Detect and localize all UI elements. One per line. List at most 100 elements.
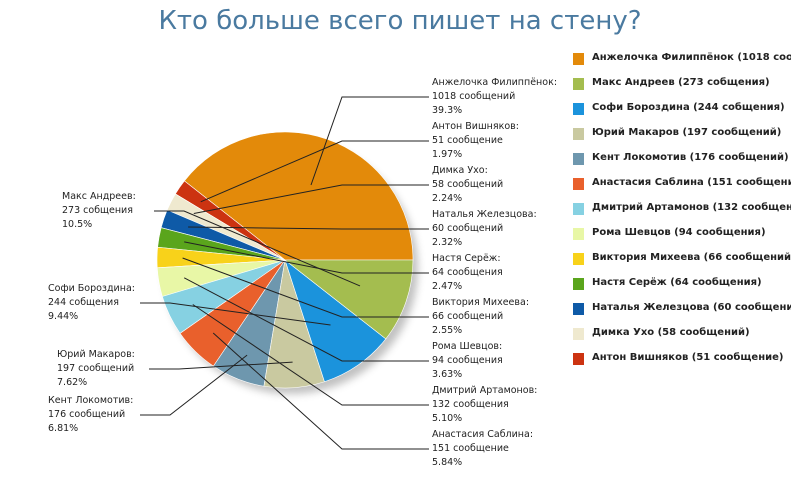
- chart-title: Кто больше всего пишет на стену?: [158, 6, 642, 36]
- callout-name: Рома Шевцов:: [432, 341, 503, 352]
- callout-count: 58 сообщений: [432, 179, 504, 190]
- callout-дмитрий-артамонов: Дмитрий Артамонов: 132 сообщения 5.10%: [432, 384, 537, 426]
- callout-анжелочка-филиппёнок: Анжелочка Филиппёнок: 1018 сообщений 39.3%: [432, 76, 557, 118]
- legend-label: Антон Вишняков (51 сообщение): [592, 352, 784, 363]
- legend-swatch: [573, 128, 584, 140]
- leader-line-виктория-михеева: [182, 257, 429, 318]
- callout-leaders: [140, 96, 429, 450]
- leader-line-анжелочка-филиппёнок: [310, 96, 429, 186]
- legend-swatch: [573, 53, 584, 65]
- legend-swatch: [573, 303, 584, 315]
- callout-count: 66 сообщений: [432, 311, 504, 322]
- leader-line-софи-бороздина: [140, 302, 331, 326]
- legend-item-юрий-макаров: Юрий Макаров (197 сообщений): [567, 125, 791, 145]
- legend-label: Кент Локомотив (176 сообщений): [592, 152, 789, 163]
- legend-item-наталья-железцова: Наталья Железцова (60 сообщений): [567, 300, 791, 320]
- callout-percent: 2.24%: [432, 193, 463, 204]
- pie-slice-макс-андреев: [284, 259, 414, 340]
- legend-swatch: [573, 153, 584, 165]
- legend-label: Наталья Железцова (60 сообщений): [592, 302, 791, 313]
- legend-item-антон-вишняков: Антон Вишняков (51 сообщение): [567, 350, 791, 370]
- legend-item-анастасия-саблина: Анастасия Саблина (151 сообщение): [567, 175, 791, 195]
- callout-name: Дмитрий Артамонов:: [432, 385, 538, 396]
- legend-item-настя-серёж: Настя Серёж (64 сообщения): [567, 275, 791, 295]
- callout-percent: 2.47%: [432, 281, 463, 292]
- legend-item-дмитрий-артамонов: Дмитрий Артамонов (132 сообщения): [567, 200, 791, 220]
- callout-count: 94 сообщения: [432, 355, 503, 366]
- callout-count: 273 собщения: [62, 205, 133, 216]
- callout-count: 64 сообщения: [432, 267, 503, 278]
- leader-line-кент-локомотив: [140, 354, 248, 416]
- legend-item-макс-андреев: Макс Андреев (273 собщения): [567, 75, 791, 95]
- callout-кент-локомотив: Кент Локомотив: 176 сообщений 6.81%: [48, 394, 133, 436]
- callout-percent: 7.62%: [57, 377, 88, 388]
- leader-line-рома-шевцов: [183, 277, 429, 362]
- legend-label: Дмитрий Артамонов (132 сообщения): [592, 202, 791, 213]
- legend-swatch: [573, 203, 584, 215]
- callout-name: Наталья Железцова:: [432, 209, 537, 220]
- legend-label: Макс Андреев (273 собщения): [592, 77, 770, 88]
- callout-name: Юрий Макаров:: [57, 349, 135, 360]
- legend-item-анжелочка-филиппёнок: Анжелочка Филиппёнок (1018 сообщений): [567, 50, 791, 70]
- callout-name: Анастасия Саблина:: [432, 429, 534, 440]
- callout-name: Кент Локомотив:: [48, 395, 134, 406]
- legend-label: Настя Серёж (64 сообщения): [592, 277, 762, 288]
- callout-count: 51 сообщение: [432, 135, 503, 146]
- legend-item-димка-ухо: Димка Ухо (58 сообщений): [567, 325, 791, 345]
- callout-percent: 1.97%: [432, 149, 463, 160]
- callout-name: Софи Бороздина:: [48, 283, 135, 294]
- legend-swatch: [573, 103, 584, 115]
- legend-item-софи-бороздина: Софи Бороздина (244 собщения): [567, 100, 791, 120]
- callout-count: 244 собщения: [48, 297, 119, 308]
- legend-label: Виктория Михеева (66 сообщений): [592, 252, 791, 263]
- legend: Анжелочка Филиппёнок (1018 сообщений) Мак…: [567, 50, 791, 375]
- callout-юрий-макаров: Юрий Макаров: 197 сообщений 7.62%: [57, 348, 135, 390]
- callout-name: Антон Вишняков:: [432, 121, 519, 132]
- pie-slice-софи-бороздина: [284, 259, 387, 383]
- callout-percent: 5.84%: [432, 457, 463, 468]
- callout-percent: 6.81%: [48, 423, 79, 434]
- legend-swatch: [573, 278, 584, 290]
- leader-line-дмитрий-артамонов: [192, 304, 429, 406]
- callout-софи-бороздина: Софи Бороздина: 244 собщения 9.44%: [48, 282, 135, 324]
- legend-item-рома-шевцов: Рома Шевцов (94 сообщения): [567, 225, 791, 245]
- leader-line-юрий-макаров: [149, 361, 293, 370]
- legend-label: Димка Ухо (58 сообщений): [592, 327, 750, 338]
- callout-виктория-михеева: Виктория Михеева: 66 сообщений 2.55%: [432, 296, 529, 338]
- callout-анастасия-саблина: Анастасия Саблина: 151 сообщение 5.84%: [432, 428, 533, 470]
- leader-line-димка-ухо: [193, 184, 429, 214]
- legend-swatch: [573, 78, 584, 90]
- legend-label: Юрий Макаров (197 сообщений): [592, 127, 782, 138]
- callout-настя-серёж: Настя Серёж: 64 сообщения 2.47%: [432, 252, 503, 294]
- callout-count: 60 сообщений: [432, 223, 504, 234]
- callout-count: 1018 сообщений: [432, 91, 516, 102]
- legend-swatch: [573, 353, 584, 365]
- legend-label: Анжелочка Филиппёнок (1018 сообщений): [592, 52, 791, 63]
- legend-swatch: [573, 253, 584, 265]
- callout-count: 132 сообщения: [432, 399, 509, 410]
- callout-count: 197 сообщений: [57, 363, 135, 374]
- callout-name: Настя Серёж:: [432, 253, 501, 264]
- callout-name: Макс Андреев:: [62, 191, 136, 202]
- legend-item-виктория-михеева: Виктория Михеева (66 сообщений): [567, 250, 791, 270]
- legend-item-кент-локомотив: Кент Локомотив (176 сообщений): [567, 150, 791, 170]
- callout-антон-вишняков: Антон Вишняков: 51 сообщение 1.97%: [432, 120, 519, 162]
- legend-swatch: [573, 328, 584, 340]
- callout-count: 176 сообщений: [48, 409, 126, 420]
- callout-percent: 3.63%: [432, 369, 463, 380]
- legend-swatch: [573, 178, 584, 190]
- callout-наталья-железцова: Наталья Железцова: 60 сообщений 2.32%: [432, 208, 537, 250]
- callout-count: 151 сообщение: [432, 443, 509, 454]
- pie-slices: [156, 131, 414, 389]
- legend-label: Анастасия Саблина (151 сообщение): [592, 177, 791, 188]
- callout-percent: 2.32%: [432, 237, 463, 248]
- leader-line-антон-вишняков: [200, 140, 429, 203]
- callout-percent: 5.10%: [432, 413, 463, 424]
- callout-name: Димка Ухо:: [432, 165, 488, 176]
- callout-percent: 39.3%: [432, 105, 463, 116]
- callout-димка-ухо: Димка Ухо: 58 сообщений 2.24%: [432, 164, 503, 206]
- callout-name: Анжелочка Филиппёнок:: [432, 77, 558, 88]
- legend-label: Софи Бороздина (244 собщения): [592, 102, 785, 113]
- leader-line-макс-андреев: [154, 210, 361, 287]
